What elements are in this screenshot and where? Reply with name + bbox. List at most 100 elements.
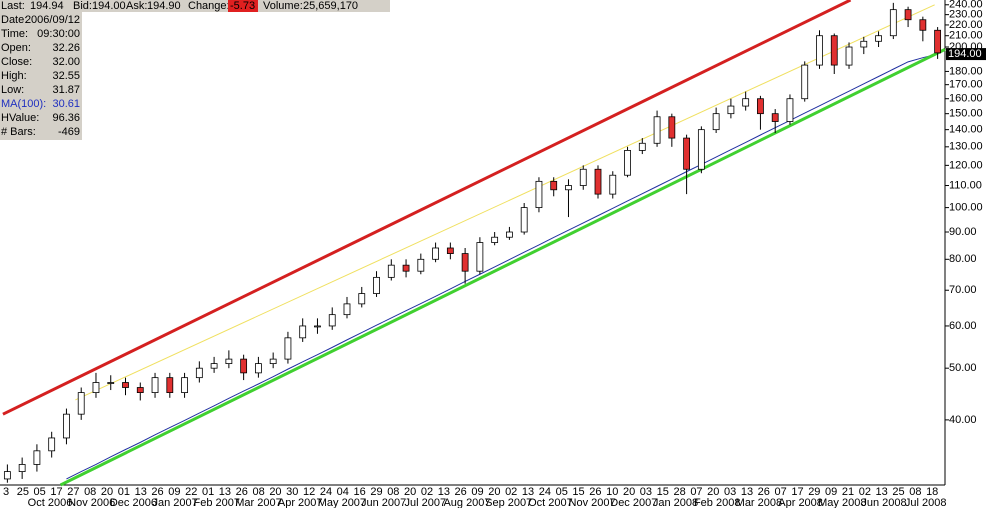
candle-body [845, 46, 853, 66]
x-day-label: 24 [539, 486, 551, 498]
candle-body [757, 98, 764, 115]
candle-body [269, 358, 277, 365]
candle-body [904, 9, 912, 21]
x-day-label: 26 [236, 486, 248, 498]
candle-body [830, 35, 838, 66]
candle-body [786, 98, 794, 122]
x-day-label: 24 [320, 486, 332, 498]
x-month-label: Nov 2006 [68, 497, 115, 508]
candle-body [697, 129, 705, 170]
x-day-label: 12 [303, 486, 315, 498]
candle-body [284, 337, 292, 360]
candle-body [461, 253, 469, 272]
x-day-label: 08 [252, 486, 264, 498]
x-day-label: 20 [404, 486, 416, 498]
candle-body [816, 35, 823, 66]
x-day-label: 21 [842, 486, 854, 498]
x-month-label: Jul 2008 [905, 497, 947, 508]
candle-body [609, 174, 617, 195]
y-tick-label: 180.00 [949, 65, 983, 77]
info-value: 2006/09/12 [25, 14, 80, 26]
x-month-label: Dec 2007 [610, 497, 657, 508]
candle-body [491, 236, 499, 243]
quote-value: 194.00 [92, 0, 126, 12]
x-day-label: 3 [3, 486, 9, 498]
x-day-label: 04 [337, 486, 349, 498]
candle-body [92, 382, 100, 394]
candle-body [653, 116, 661, 144]
info-label: Open: [1, 42, 31, 54]
candle-body [195, 367, 203, 379]
candle-body [875, 35, 882, 42]
trendline [59, 47, 946, 487]
info-panel [0, 12, 82, 140]
info-label: Low: [1, 84, 24, 96]
info-value: 09:30:00 [37, 28, 80, 40]
x-month-label: Sep 2007 [485, 497, 532, 508]
trendline [75, 4, 935, 401]
x-day-label: 13 [438, 486, 450, 498]
info-label: HValue: [1, 112, 39, 124]
quote-label: Last: [1, 0, 25, 12]
candle-body [565, 185, 572, 191]
x-day-label: 07 [775, 486, 787, 498]
candle-body [122, 382, 129, 388]
x-month-label: Nov 2007 [569, 497, 616, 508]
y-tick-label: 230.00 [949, 9, 983, 21]
x-day-label: 01 [202, 486, 214, 498]
candle-body [860, 40, 868, 48]
y-tick-label: 40.00 [949, 414, 977, 426]
x-day-label: 09 [825, 486, 837, 498]
quote-label: Volume: [263, 0, 303, 12]
candle-body [3, 471, 11, 480]
x-day-label: 26 [589, 486, 601, 498]
x-day-label: 26 [455, 486, 467, 498]
info-label: MA(100): [1, 98, 46, 110]
candle-body [550, 180, 558, 191]
y-tick-label: 80.00 [949, 253, 977, 265]
y-tick-label: 110.00 [949, 179, 982, 191]
candle-body [33, 450, 41, 465]
x-month-label: Dec 2006 [110, 497, 157, 508]
y-tick-label: 210.00 [949, 30, 983, 42]
x-day-label: 28 [673, 486, 685, 498]
x-day-label: 20 [488, 486, 500, 498]
candle-body [151, 377, 159, 394]
candle-body [166, 377, 174, 394]
x-day-label: 08 [387, 486, 399, 498]
y-tick-label: 160.00 [949, 93, 983, 105]
candle-body [919, 19, 927, 31]
x-day-label: 29 [808, 486, 820, 498]
x-month-label: Jul 2007 [405, 497, 447, 508]
y-tick-label: 120.00 [949, 159, 983, 171]
x-day-label: 10 [606, 486, 618, 498]
quote-label: Ask: [126, 0, 147, 12]
candle-body [801, 64, 809, 100]
x-day-label: 08 [909, 486, 921, 498]
x-month-label: Jan 2008 [653, 497, 698, 508]
x-day-label: 13 [522, 486, 534, 498]
info-label: Close: [1, 56, 32, 68]
candle-body [314, 325, 321, 328]
info-label: Date: [1, 14, 27, 26]
info-label: Time: [1, 28, 28, 40]
quote-label: Bid: [73, 0, 92, 12]
x-day-label: 16 [354, 486, 366, 498]
candle-body [889, 9, 897, 37]
info-value: 96.36 [52, 112, 80, 124]
x-month-label: Oct 2007 [528, 497, 573, 508]
info-value: 30.61 [52, 98, 80, 110]
x-day-label: 26 [151, 486, 163, 498]
x-day-label: 20 [707, 486, 719, 498]
quote-bar [0, 0, 390, 12]
info-label: # Bars: [1, 126, 36, 138]
x-day-label: 13 [876, 486, 888, 498]
candle-body [432, 247, 439, 260]
x-month-label: May 2007 [318, 497, 366, 508]
x-day-label: 30 [286, 486, 298, 498]
candle-body [254, 363, 262, 374]
x-day-label: 22 [185, 486, 197, 498]
candle-body [594, 168, 602, 195]
candle-body [624, 150, 631, 176]
x-month-label: Jun 2007 [361, 497, 406, 508]
